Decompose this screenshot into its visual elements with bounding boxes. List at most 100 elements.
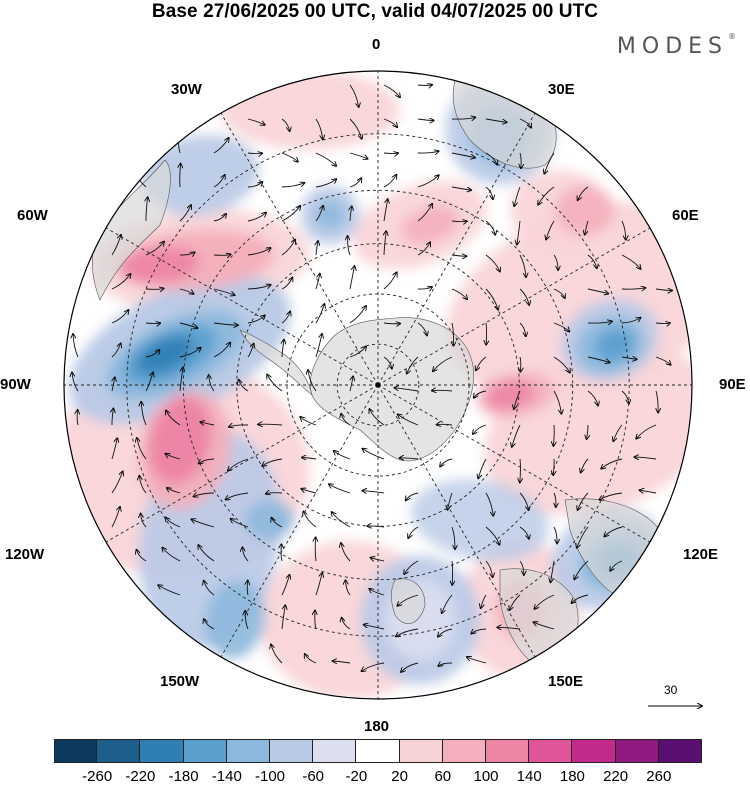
wind-arrow	[553, 254, 558, 270]
lon-label-0: 0	[372, 36, 381, 53]
meridian-line	[377, 112, 536, 386]
wind-arrow	[245, 611, 249, 630]
wind-arrow	[553, 390, 561, 414]
wind-arrow	[226, 492, 249, 500]
wind-arrow	[546, 220, 555, 240]
wind-arrow	[145, 288, 164, 289]
meridian-line	[377, 227, 651, 386]
wind-arrow	[438, 663, 453, 666]
lon-label-60e: 60E	[672, 207, 699, 224]
wind-arrow	[485, 560, 493, 577]
wind-arrow	[451, 117, 475, 119]
wind-arrow	[258, 424, 283, 425]
wind-arrow	[520, 458, 521, 482]
lon-label-30e: 30E	[548, 81, 575, 98]
colorbar-tick-label: -220	[125, 768, 156, 785]
wind-arrow	[179, 288, 194, 294]
wind-arrow	[229, 425, 249, 427]
latitude-circle	[336, 343, 420, 427]
meridian-line	[377, 384, 651, 543]
wind-arrow	[167, 488, 181, 494]
wind-arrow	[474, 390, 487, 398]
wind-arrow	[111, 310, 129, 324]
meridian-line	[220, 112, 379, 386]
colorbar-segment	[313, 739, 357, 763]
anomaly-blob	[137, 336, 193, 374]
wind-arrow	[383, 118, 397, 127]
wind-arrow	[362, 662, 385, 671]
wind-arrow	[655, 356, 671, 365]
wind-arrow	[553, 322, 569, 332]
wind-arrow	[447, 492, 453, 510]
colorbar-tick-label: -100	[254, 768, 286, 785]
colorbar-tick-label: -20	[345, 768, 368, 785]
anomaly-blob	[204, 580, 266, 660]
wind-arrow	[440, 458, 453, 467]
wind-arrow	[587, 356, 610, 362]
map-border	[63, 70, 693, 700]
wind-arrow	[610, 560, 623, 571]
wind-arrow	[451, 526, 455, 549]
meridian-line	[105, 384, 379, 543]
wind-arrow	[451, 186, 471, 190]
wind-arrow	[281, 605, 285, 630]
wind-arrow	[485, 186, 493, 199]
colorbar-segment	[442, 739, 486, 763]
wind-arrow	[656, 390, 658, 413]
wind-arrow	[578, 492, 589, 510]
wind-arrow	[179, 252, 195, 255]
colorbar-segment	[356, 739, 400, 763]
wind-arrow	[408, 526, 419, 538]
wind-arrow	[621, 390, 629, 404]
wind-arrow	[438, 628, 453, 637]
colorbar-frame	[54, 739, 702, 763]
wind-arrow	[111, 343, 121, 358]
wind-arrow	[281, 118, 290, 131]
wind-arrow	[303, 512, 317, 528]
latitude-circle	[126, 133, 630, 637]
wind-arrow	[587, 321, 612, 323]
wind-arrow	[315, 573, 322, 596]
wind-arrow	[635, 457, 657, 459]
land-polygon	[310, 317, 474, 462]
wind-arrow	[247, 315, 265, 324]
colorbar-segment	[226, 739, 270, 763]
wind-arrow	[362, 449, 385, 460]
wind-arrow	[146, 197, 148, 222]
wind-arrow	[342, 618, 351, 630]
wind-arrow	[112, 409, 113, 426]
wind-arrow	[349, 152, 368, 159]
wind-arrow	[417, 175, 439, 188]
wind-arrow	[572, 594, 589, 603]
wind-arrow	[467, 657, 487, 664]
colorbar-tick-label: 20	[391, 768, 408, 785]
wind-arrow	[247, 182, 262, 188]
wind-arrow	[383, 153, 398, 154]
wind-arrow	[433, 356, 453, 371]
wind-arrow	[199, 458, 215, 464]
wind-arrow	[640, 490, 657, 493]
meridian-line	[220, 384, 379, 658]
wind-arrow	[180, 164, 181, 188]
wind-arrow	[73, 334, 79, 358]
wind-arrow	[281, 152, 298, 162]
wind-arrow	[485, 492, 493, 516]
wind-arrow	[613, 424, 623, 441]
wind-arrow	[204, 581, 215, 596]
colorbar-tick-label: -180	[168, 768, 199, 785]
colorbar-tick-label: 60	[434, 768, 452, 785]
wind-arrow	[621, 254, 641, 269]
wind-arrow	[111, 438, 117, 460]
wind-arrow	[145, 323, 160, 324]
wind-arrow	[349, 346, 366, 358]
wind-arrow	[587, 288, 608, 294]
wind-arrow	[383, 84, 400, 97]
colorbar-segment	[270, 739, 314, 763]
wind-arrow	[350, 206, 352, 222]
wind-arrow	[145, 242, 164, 256]
colorbar-tick-label: 180	[559, 768, 585, 785]
wind-arrow	[315, 274, 320, 290]
anomaly-blob	[220, 71, 400, 150]
wind-arrow	[519, 526, 529, 539]
wind-arrow	[332, 512, 351, 528]
